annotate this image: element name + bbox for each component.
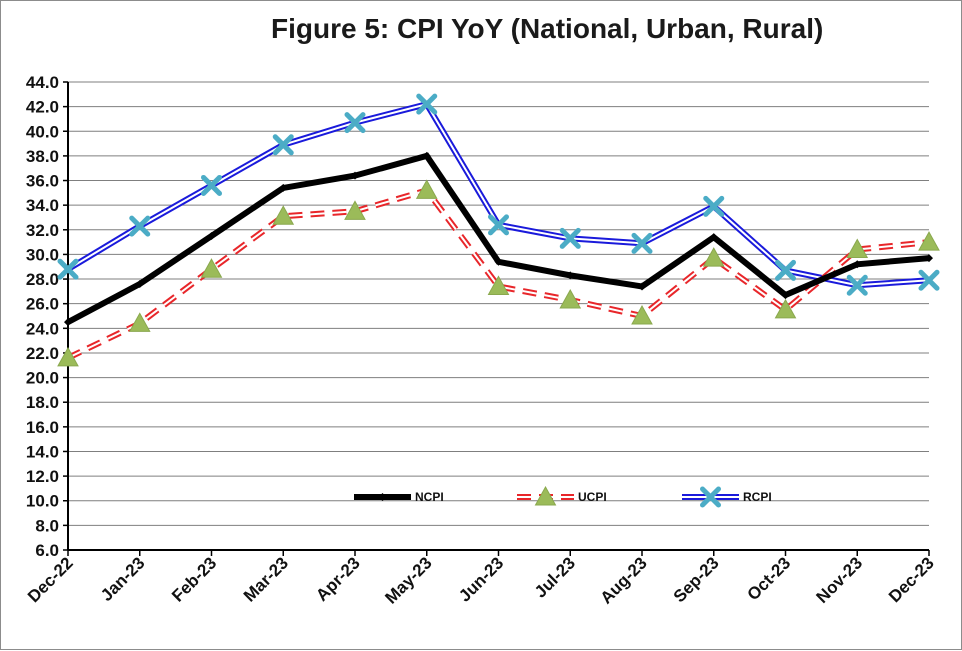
y-tick-label: 24.0 xyxy=(26,319,59,338)
ncpi-point xyxy=(853,260,862,269)
y-tick-label: 28.0 xyxy=(26,270,59,289)
y-tick-label: 22.0 xyxy=(26,344,59,363)
rcpi-point xyxy=(129,215,151,237)
ncpi-point xyxy=(781,291,790,300)
x-tick-label: May-23 xyxy=(381,553,435,607)
x-tick-label: Oct-23 xyxy=(743,553,794,604)
legend-label-ucpi: UCPI xyxy=(578,490,607,504)
ucpi-point xyxy=(272,205,295,225)
ncpi-point xyxy=(494,257,503,266)
rcpi-point xyxy=(344,112,366,134)
rcpi-point xyxy=(272,134,294,156)
ncpi-point xyxy=(709,233,718,242)
ncpi-point xyxy=(207,231,216,240)
x-tick-label: Dec-22 xyxy=(24,553,77,606)
ncpi-point xyxy=(64,318,72,327)
y-tick-label: 26.0 xyxy=(26,295,59,314)
x-tick-label: Apr-23 xyxy=(312,553,364,605)
ucpi-point xyxy=(415,179,438,199)
ncpi-point xyxy=(422,151,431,160)
rcpi-point xyxy=(775,259,796,281)
rcpi-point xyxy=(201,174,222,196)
y-tick-label: 10.0 xyxy=(26,492,59,511)
x-tick-label: Aug-23 xyxy=(597,553,651,607)
y-tick-label: 6.0 xyxy=(35,541,59,560)
x-tick-label: Mar-23 xyxy=(240,553,292,605)
legend-ncpi-marker xyxy=(378,493,387,501)
legend-ucpi-marker xyxy=(534,485,557,506)
legend-label-rcpi: RCPI xyxy=(743,490,772,504)
ncpi-point xyxy=(638,282,646,291)
x-tick-label: Feb-23 xyxy=(168,553,220,605)
y-tick-label: 44.0 xyxy=(26,73,59,92)
y-tick-label: 16.0 xyxy=(26,418,59,437)
y-tick-label: 30.0 xyxy=(26,245,59,264)
y-tick-label: 20.0 xyxy=(26,369,59,388)
y-tick-label: 12.0 xyxy=(26,467,59,486)
rcpi-point xyxy=(631,232,653,254)
chart-title: Figure 5: CPI YoY (National, Urban, Rura… xyxy=(271,13,824,44)
legend-rcpi-marker xyxy=(700,486,721,508)
ucpi-point xyxy=(631,304,653,325)
ucpi-point xyxy=(702,247,725,267)
y-tick-label: 32.0 xyxy=(26,221,59,240)
ucpi-point xyxy=(774,298,797,319)
ncpi-point xyxy=(135,279,144,288)
y-tick-label: 18.0 xyxy=(26,393,59,412)
rcpi-point xyxy=(488,214,509,236)
rcpi-point xyxy=(918,269,940,291)
ucpi-point xyxy=(846,238,869,258)
ncpi-point xyxy=(925,254,933,263)
ucpi-point xyxy=(200,258,223,278)
ucpi-point xyxy=(487,275,510,295)
x-tick-label: Nov-23 xyxy=(813,553,867,607)
ncpi-point xyxy=(351,171,359,180)
x-tick-label: Dec-23 xyxy=(885,553,938,606)
y-tick-label: 34.0 xyxy=(26,196,59,215)
rcpi-point xyxy=(416,93,438,115)
ucpi-point xyxy=(128,312,151,332)
ucpi-point xyxy=(344,200,366,220)
ucpi-point xyxy=(918,231,940,251)
x-tick-label: Sep-23 xyxy=(670,553,723,606)
y-tick-label: 8.0 xyxy=(35,516,59,535)
x-tick-label: Jul-23 xyxy=(531,553,579,601)
ncpi-point xyxy=(279,183,288,192)
y-tick-label: 14.0 xyxy=(26,442,59,461)
y-tick-label: 42.0 xyxy=(26,98,59,117)
y-tick-label: 36.0 xyxy=(26,172,59,191)
rcpi-point xyxy=(559,227,581,249)
rcpi-point xyxy=(846,274,868,296)
x-tick-label: Jan-23 xyxy=(97,553,149,605)
legend-label-ncpi: NCPI xyxy=(415,490,444,504)
ucpi-point xyxy=(559,288,582,309)
ncpi-point xyxy=(566,271,575,280)
ucpi-point xyxy=(57,346,79,367)
y-tick-label: 38.0 xyxy=(26,147,59,166)
rcpi-point xyxy=(57,258,79,280)
rcpi-point xyxy=(703,195,725,217)
y-tick-label: 40.0 xyxy=(26,122,59,141)
x-tick-label: Jun-23 xyxy=(455,553,507,605)
